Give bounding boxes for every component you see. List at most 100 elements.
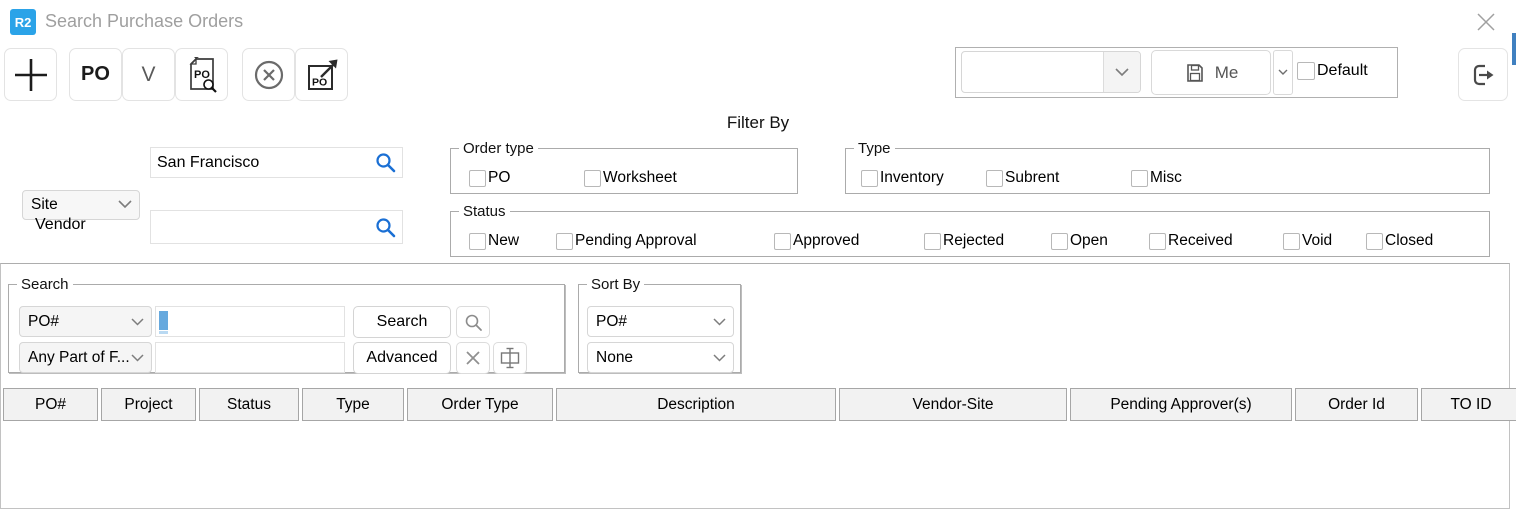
vendor-field: [150, 210, 403, 244]
checkbox-approved[interactable]: Approved: [774, 232, 859, 250]
cancel-button[interactable]: [242, 48, 295, 101]
default-checkbox[interactable]: Default: [1297, 62, 1368, 80]
checkbox-open[interactable]: Open: [1051, 232, 1108, 250]
default-label: Default: [1317, 62, 1368, 79]
checkbox-po[interactable]: PO: [469, 169, 510, 187]
vendor-input[interactable]: [151, 211, 375, 243]
cancel-circle-x-icon: [254, 60, 283, 89]
search-term2-wrap: [155, 342, 345, 373]
checkbox[interactable]: [1149, 232, 1166, 250]
column-header-type[interactable]: Type: [302, 388, 404, 421]
chevron-down-icon: [713, 353, 726, 362]
search-term1-input[interactable]: [156, 307, 344, 336]
quick-search-button[interactable]: [456, 306, 490, 338]
chevron-down-icon: [713, 317, 726, 326]
checkbox[interactable]: [1297, 62, 1315, 80]
vendor-view-button[interactable]: V: [122, 48, 175, 101]
checkbox-void[interactable]: Void: [1283, 232, 1332, 250]
search-button[interactable]: Search: [353, 306, 451, 338]
po-open-external-icon: PO: [307, 59, 337, 90]
text-cursor: [159, 311, 168, 330]
site-selector[interactable]: Site: [22, 190, 140, 220]
add-button[interactable]: [4, 48, 57, 101]
chevron-down-icon: [131, 353, 144, 362]
search-field2-select[interactable]: Any Part of F...: [19, 342, 152, 373]
saved-view-select[interactable]: [961, 51, 1141, 93]
checkbox-received[interactable]: Received: [1149, 232, 1233, 250]
checkbox[interactable]: [584, 169, 601, 187]
search-term2-input[interactable]: [156, 343, 344, 372]
column-header-to-id[interactable]: TO ID: [1421, 388, 1516, 421]
exit-icon: [1473, 64, 1494, 85]
type-group: Type Inventory Subrent Misc: [845, 140, 1490, 194]
checkbox[interactable]: [924, 232, 941, 250]
vendor-label: Vendor: [35, 216, 86, 233]
flip-icon: [500, 347, 520, 369]
type-legend: Type: [858, 140, 891, 157]
site-input[interactable]: [151, 148, 375, 177]
exit-button[interactable]: [1458, 48, 1508, 101]
text-cursor-underline: [159, 331, 168, 334]
save-floppy-icon: [1186, 63, 1203, 82]
save-options-dropdown[interactable]: [1273, 50, 1293, 95]
scroll-indicator: [1512, 33, 1516, 65]
me-button-label: Me: [1214, 62, 1239, 82]
checkbox-closed[interactable]: Closed: [1366, 232, 1433, 250]
checkbox-pending-approval[interactable]: Pending Approval: [556, 232, 697, 250]
po-document-search-icon: PO: [188, 56, 217, 93]
column-header-order-id[interactable]: Order Id: [1295, 388, 1418, 421]
sort-by-legend: Sort By: [591, 276, 641, 293]
search-term1-wrap: [155, 306, 345, 337]
open-po-button[interactable]: PO: [295, 48, 348, 101]
svg-text:PO: PO: [312, 76, 327, 88]
checkbox[interactable]: [469, 232, 486, 250]
order-type-group: Order type PO Worksheet: [450, 140, 798, 194]
results-table-header: PO# Project Status Type Order Type Descr…: [0, 388, 1516, 424]
site-search-icon[interactable]: [375, 152, 396, 173]
flip-layout-button[interactable]: [493, 342, 527, 374]
checkbox[interactable]: [1051, 232, 1068, 250]
column-header-status[interactable]: Status: [199, 388, 299, 421]
checkbox[interactable]: [1131, 169, 1148, 187]
clear-search-button[interactable]: [456, 342, 490, 374]
advanced-button[interactable]: Advanced: [353, 342, 451, 374]
order-type-legend: Order type: [463, 140, 534, 157]
sort-by-group: Sort By PO# None: [578, 276, 741, 373]
r2-logo: R2: [10, 9, 36, 35]
checkbox[interactable]: [1283, 232, 1300, 250]
vendor-search-icon[interactable]: [375, 217, 396, 238]
column-header-project[interactable]: Project: [101, 388, 196, 421]
column-header-po[interactable]: PO#: [3, 388, 98, 421]
column-header-order-type[interactable]: Order Type: [407, 388, 553, 421]
chevron-down-icon: [131, 317, 144, 326]
checkbox-misc[interactable]: Misc: [1131, 169, 1182, 187]
close-button[interactable]: [1472, 8, 1500, 36]
checkbox[interactable]: [861, 169, 878, 187]
sort-primary-select[interactable]: PO#: [587, 306, 734, 337]
checkbox[interactable]: [1366, 232, 1383, 250]
checkbox[interactable]: [469, 169, 486, 187]
checkbox[interactable]: [556, 232, 573, 250]
saved-view-dropdown-zone[interactable]: [1103, 52, 1140, 92]
checkbox[interactable]: [986, 169, 1003, 187]
column-header-vendor-site[interactable]: Vendor-Site: [839, 388, 1067, 421]
vendor-view-label: V: [141, 62, 156, 86]
checkbox-inventory[interactable]: Inventory: [861, 169, 944, 187]
search-group: Search PO# Search Any Part of F...: [8, 276, 565, 374]
checkbox-worksheet[interactable]: Worksheet: [584, 169, 677, 187]
checkbox[interactable]: [774, 232, 791, 250]
search-field1-select[interactable]: PO#: [19, 306, 152, 337]
x-icon: [466, 351, 480, 365]
sort-secondary-select[interactable]: None: [587, 342, 734, 373]
site-field: [150, 147, 403, 178]
checkbox-subrent[interactable]: Subrent: [986, 169, 1059, 187]
column-header-description[interactable]: Description: [556, 388, 836, 421]
site-selector-value: Site: [31, 196, 58, 213]
search-po-document-button[interactable]: PO: [175, 48, 228, 101]
po-button[interactable]: PO: [69, 48, 122, 101]
save-view-me-button[interactable]: Me: [1151, 50, 1271, 95]
column-header-pending-approvers[interactable]: Pending Approver(s): [1070, 388, 1292, 421]
search-icon: [465, 314, 482, 331]
checkbox-new[interactable]: New: [469, 232, 519, 250]
checkbox-rejected[interactable]: Rejected: [924, 232, 1004, 250]
